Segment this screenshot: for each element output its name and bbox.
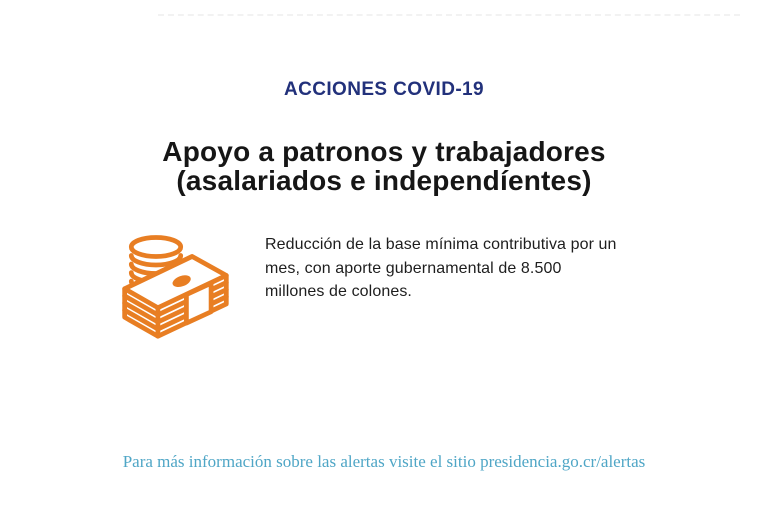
top-divider	[158, 14, 740, 16]
description-line: mes, con aporte gubernamental de 8.500	[265, 259, 562, 277]
cash-and-coins-icon	[112, 227, 238, 341]
title-line-1: Apoyo a patronos y trabajadores	[162, 136, 606, 167]
page-title: Apoyo a patronos y trabajadores (asalari…	[0, 137, 768, 195]
description-line: millones de colones.	[265, 283, 412, 300]
title-line-2: (asalariados e independíentes)	[176, 165, 592, 196]
eyebrow-heading: ACCIONES COVID-19	[283, 79, 484, 100]
description: Reducción de la base mínima contributiva…	[265, 233, 660, 304]
footer-note: Para más información sobre las alertas v…	[122, 452, 646, 471]
description-line: Reducción de la base mínima contributiva…	[265, 236, 617, 253]
